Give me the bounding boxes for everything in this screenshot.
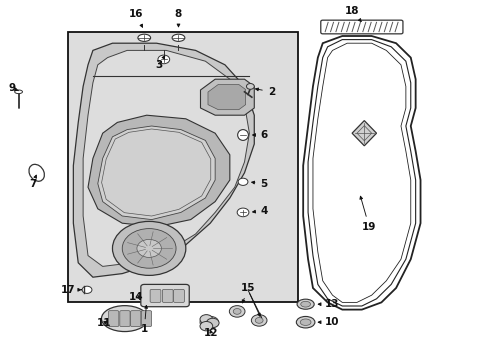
Text: 3: 3 (155, 56, 164, 70)
Circle shape (203, 316, 218, 328)
Text: 2: 2 (255, 87, 274, 97)
Circle shape (112, 221, 185, 275)
Text: 19: 19 (359, 196, 376, 232)
Circle shape (201, 316, 217, 328)
Ellipse shape (15, 90, 22, 94)
Polygon shape (351, 121, 376, 146)
Ellipse shape (138, 34, 150, 41)
FancyBboxPatch shape (162, 289, 173, 302)
Text: 14: 14 (128, 292, 143, 302)
Circle shape (233, 309, 241, 314)
Text: 12: 12 (203, 328, 218, 338)
Circle shape (137, 239, 161, 257)
Text: 16: 16 (128, 9, 143, 27)
Circle shape (237, 208, 248, 217)
FancyBboxPatch shape (141, 284, 189, 307)
Circle shape (200, 316, 215, 328)
Text: 11: 11 (96, 318, 111, 328)
Circle shape (255, 318, 263, 323)
Text: 13: 13 (318, 299, 339, 309)
Text: 5: 5 (251, 179, 267, 189)
Circle shape (206, 318, 219, 328)
Text: 9: 9 (9, 83, 19, 93)
FancyBboxPatch shape (130, 311, 141, 327)
Circle shape (82, 286, 92, 293)
Polygon shape (73, 43, 254, 277)
Ellipse shape (102, 306, 148, 332)
Text: 1: 1 (141, 305, 147, 334)
Polygon shape (200, 79, 254, 115)
Circle shape (122, 229, 176, 268)
FancyBboxPatch shape (120, 311, 130, 327)
Polygon shape (98, 126, 215, 220)
FancyBboxPatch shape (141, 311, 151, 327)
FancyBboxPatch shape (320, 20, 402, 34)
Text: 17: 17 (61, 285, 81, 295)
Text: 10: 10 (318, 317, 339, 327)
Ellipse shape (296, 299, 313, 309)
FancyBboxPatch shape (173, 289, 184, 302)
Ellipse shape (300, 319, 310, 325)
Circle shape (200, 321, 212, 331)
Text: 18: 18 (344, 6, 361, 22)
Ellipse shape (237, 130, 248, 140)
Circle shape (251, 315, 266, 326)
Polygon shape (88, 115, 229, 227)
Ellipse shape (29, 164, 44, 181)
FancyBboxPatch shape (108, 311, 119, 327)
Circle shape (158, 55, 169, 64)
Circle shape (238, 178, 247, 185)
Polygon shape (83, 50, 249, 266)
Ellipse shape (172, 34, 184, 41)
Text: 6: 6 (252, 130, 267, 140)
Text: 4: 4 (252, 206, 267, 216)
Ellipse shape (296, 316, 314, 328)
Circle shape (246, 84, 254, 89)
FancyBboxPatch shape (150, 289, 161, 302)
Text: 8: 8 (175, 9, 182, 27)
Circle shape (229, 306, 244, 317)
FancyBboxPatch shape (68, 32, 298, 302)
Ellipse shape (300, 301, 310, 307)
Polygon shape (207, 85, 245, 110)
Circle shape (200, 315, 212, 324)
Text: 15: 15 (241, 283, 255, 303)
Text: 7: 7 (29, 175, 37, 189)
